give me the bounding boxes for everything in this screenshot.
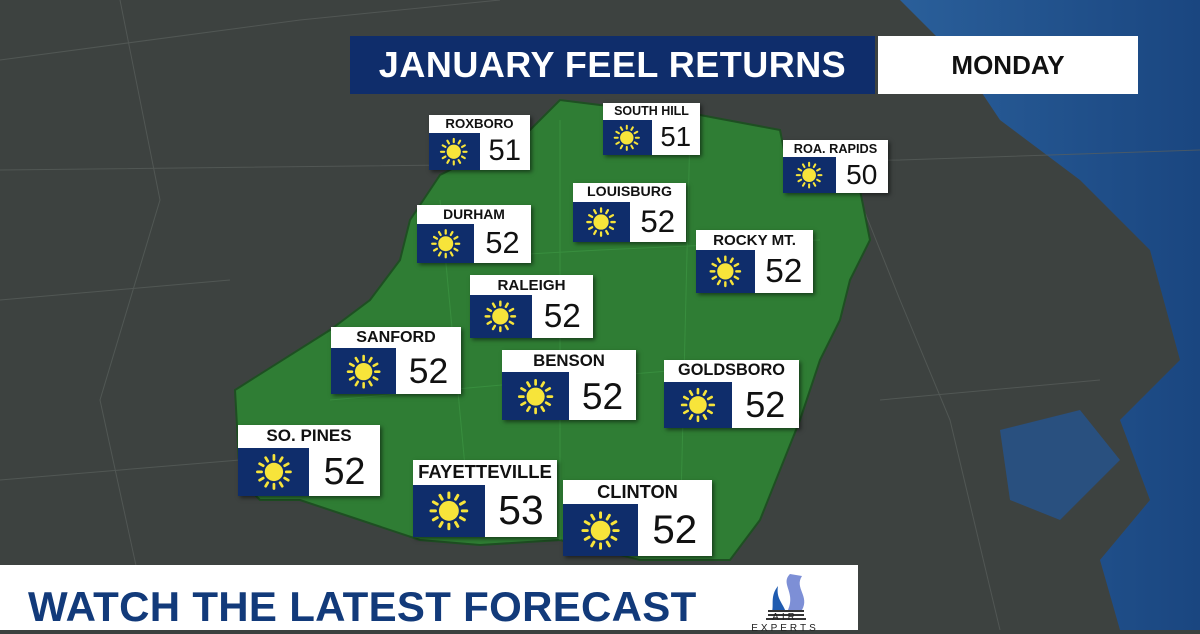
city-forecast-roa-rapids: ROA. RAPIDS 50 [783, 140, 888, 193]
ocean [900, 0, 1200, 630]
city-name: ROCKY MT. [696, 230, 813, 251]
city-forecast-south-hill: SOUTH HILL 51 [603, 103, 700, 155]
flame-icon [766, 574, 806, 620]
temperature: 52 [731, 381, 799, 428]
city-name: ROA. RAPIDS [783, 140, 888, 157]
city-name: SOUTH HILL [603, 103, 700, 120]
city-forecast-benson: BENSON 52 [502, 350, 636, 420]
sun-icon [573, 201, 630, 242]
temperature: 52 [569, 372, 636, 420]
temperature: 51 [479, 132, 530, 170]
sun-icon [664, 381, 732, 428]
sun-icon [603, 119, 652, 155]
city-name: BENSON [502, 350, 636, 373]
city-forecast-fayetteville: FAYETTEVILLE 53 [413, 460, 557, 537]
city-forecast-durham: DURHAM 52 [417, 205, 531, 263]
sun-icon [696, 250, 755, 293]
sun-icon [238, 447, 309, 496]
forecast-banner[interactable]: WATCH THE LATEST FORECAST AIR EXPERTS [0, 565, 858, 634]
city-name: GOLDSBORO [664, 360, 799, 382]
day-label: MONDAY [878, 36, 1138, 94]
sun-icon [502, 372, 569, 420]
temperature: 52 [754, 250, 813, 293]
temperature: 52 [629, 201, 686, 242]
sun-icon [783, 156, 836, 193]
city-name: DURHAM [417, 205, 531, 224]
city-forecast-so-pines: SO. PINES 52 [238, 425, 380, 496]
city-name: SO. PINES [238, 425, 380, 448]
city-name: SANFORD [331, 327, 461, 349]
city-forecast-clinton: CLINTON 52 [563, 480, 712, 556]
sound [1000, 410, 1120, 520]
temperature: 51 [651, 119, 700, 155]
city-name: CLINTON [563, 480, 712, 505]
sun-icon [413, 484, 485, 537]
city-forecast-raleigh: RALEIGH 52 [470, 275, 593, 338]
headline: JANUARY FEEL RETURNS [350, 36, 875, 94]
city-name: RALEIGH [470, 275, 593, 296]
city-name: LOUISBURG [573, 183, 686, 202]
temperature: 52 [474, 223, 531, 263]
watch-forecast-link[interactable]: WATCH THE LATEST FORECAST [28, 583, 697, 630]
temperature: 52 [531, 295, 593, 338]
temperature: 52 [637, 504, 712, 556]
city-forecast-louisburg: LOUISBURG 52 [573, 183, 686, 242]
sponsor-logo: AIR EXPERTS [740, 570, 830, 634]
sun-icon [417, 223, 474, 263]
city-forecast-rocky-mt: ROCKY MT. 52 [696, 230, 813, 293]
sun-icon [470, 295, 532, 338]
city-name: ROXBORO [429, 115, 530, 133]
sun-icon [563, 504, 638, 556]
temperature: 52 [309, 447, 380, 496]
sun-icon [331, 348, 396, 394]
city-forecast-roxboro: ROXBORO 51 [429, 115, 530, 170]
city-forecast-goldsboro: GOLDSBORO 52 [664, 360, 799, 428]
sun-icon [429, 132, 480, 170]
city-name: FAYETTEVILLE [413, 460, 557, 485]
city-forecast-sanford: SANFORD 52 [331, 327, 461, 394]
temperature: 50 [835, 156, 888, 193]
temperature: 52 [396, 348, 461, 394]
temperature: 53 [485, 484, 557, 537]
